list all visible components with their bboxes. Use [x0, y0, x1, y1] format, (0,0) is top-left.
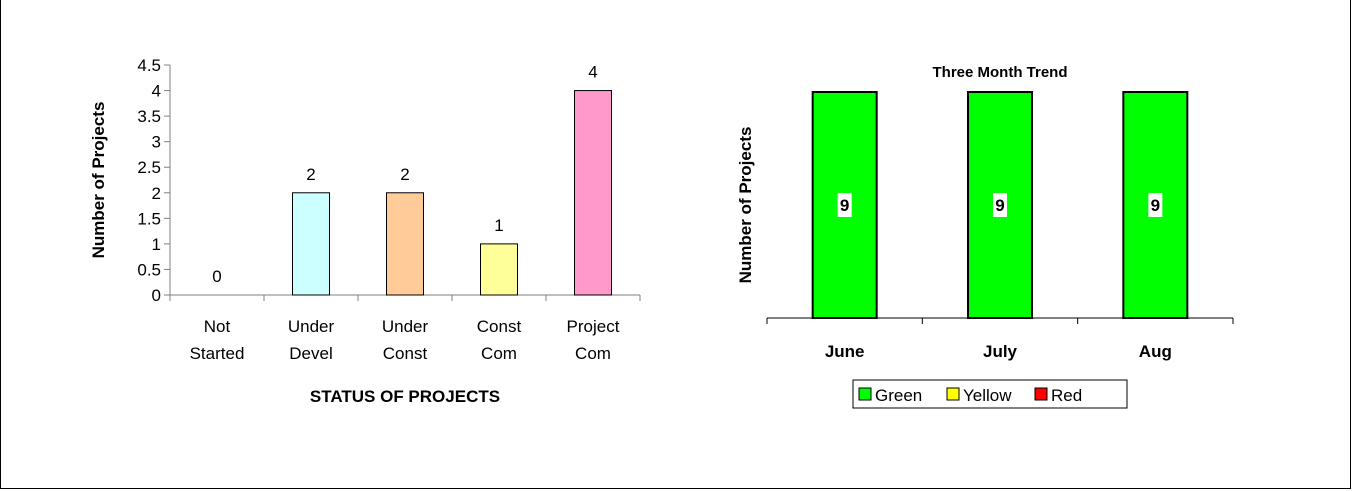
trend-bars: 9 9 9 [811, 91, 1189, 319]
status-category-label: Devel [289, 344, 332, 363]
trend-legend-swatch [858, 387, 872, 401]
status-bar [480, 243, 518, 296]
trend-legend-label: Green [875, 386, 922, 405]
trend-chart-title: Three Month Trend [933, 64, 1068, 81]
status-category-label: Com [481, 344, 517, 363]
status-category-label: Started [190, 344, 245, 363]
trend-category-label: Aug [1139, 342, 1172, 361]
status-category-label: Under [382, 317, 429, 336]
trend-legend-label: Red [1051, 386, 1082, 405]
trend-x-ticks [766, 318, 1234, 324]
trend-data-label-background [993, 193, 1007, 217]
status-y-tick-label: 2.5 [137, 158, 161, 177]
status-category-label: Const [383, 344, 428, 363]
trend-legend-swatch [1034, 387, 1048, 401]
trend-category-labels: June July Aug [825, 342, 1172, 361]
status-category-labels: Not Started Under Devel Under Const Const Com Pr… [190, 317, 620, 363]
status-x-axis-title: STATUS OF PROJECTS [310, 387, 500, 406]
status-category-label: Project [567, 317, 620, 336]
trend-y-axis-title: Number of Projects [736, 127, 755, 284]
status-bar [574, 90, 612, 296]
trend-legend: Green Yellow Red [852, 379, 1128, 409]
status-y-tick-label: 2 [152, 184, 161, 203]
status-y-tick-label: 3 [152, 133, 161, 152]
status-bar-value-label: 4 [588, 63, 597, 82]
status-bar-value-label: 2 [306, 165, 315, 184]
status-y-tick-label: 3.5 [137, 107, 161, 126]
trend-data-label: 9 [995, 196, 1004, 215]
status-y-ticks: 0 0.5 1 1.5 2 2.5 3 3.5 4 4.5 [137, 56, 641, 305]
status-bar-value-label: 2 [400, 165, 409, 184]
trend-category-label: June [825, 342, 865, 361]
status-bars: 0 2 2 1 4 [212, 63, 612, 296]
trend-legend-swatch [946, 387, 960, 401]
status-bar [292, 192, 330, 296]
trend-data-label: 9 [1151, 196, 1160, 215]
status-category-label: Under [288, 317, 335, 336]
trend-data-label-background [1148, 193, 1163, 217]
trend-category-label: July [983, 342, 1018, 361]
trend-legend-box [852, 379, 1128, 409]
status-bar [386, 192, 424, 296]
status-bar-value-label: 1 [494, 216, 503, 235]
status-y-tick-label: 4 [152, 82, 161, 101]
status-category-label: Const [477, 317, 522, 336]
status-chart: 0 0.5 1 1.5 2 2.5 3 3.5 4 4.5 0 2 2 1 4 Not Started Und… [89, 56, 641, 406]
status-y-tick-label: 1 [152, 235, 161, 254]
status-category-label: Not [204, 317, 231, 336]
status-category-label: Com [575, 344, 611, 363]
trend-legend-label: Yellow [963, 386, 1012, 405]
status-y-axis-title: Number of Projects [89, 102, 108, 259]
status-y-tick-label: 0 [152, 286, 161, 305]
trend-data-label-background [837, 193, 852, 217]
status-bar-value-label: 0 [212, 267, 221, 286]
status-y-tick-label: 4.5 [137, 56, 161, 75]
trend-data-label: 9 [840, 196, 849, 215]
status-y-tick-label: 1.5 [137, 209, 161, 228]
status-y-tick-label: 0.5 [137, 260, 161, 279]
